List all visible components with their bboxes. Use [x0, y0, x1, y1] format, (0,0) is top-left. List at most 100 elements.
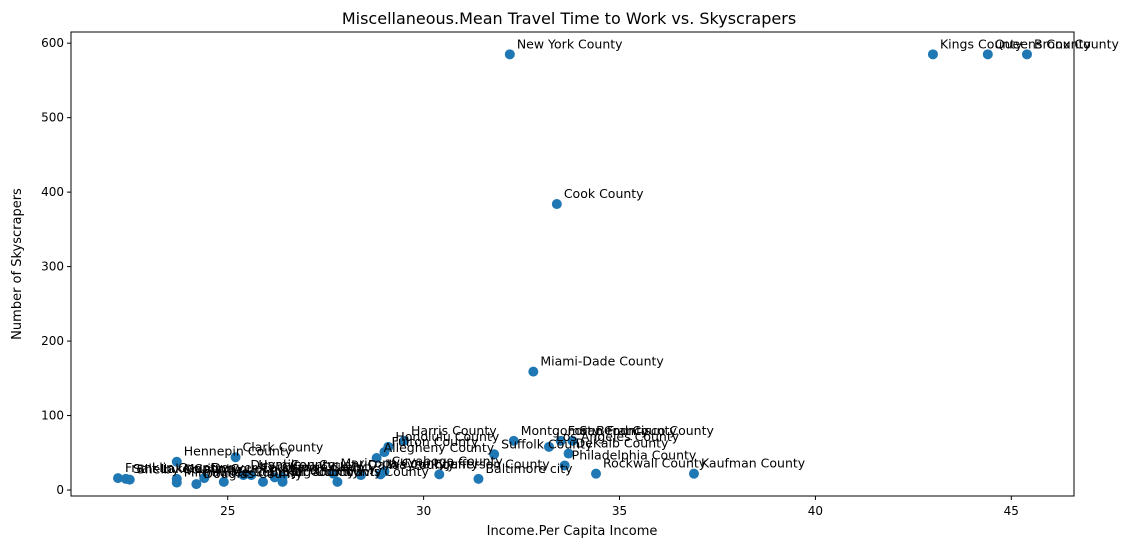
data-point: [528, 366, 539, 377]
point-label: Marion County: [184, 461, 276, 476]
y-axis-label: Number of Skyscrapers: [10, 188, 25, 340]
data-point: [567, 435, 578, 446]
y-tick-label: 300: [41, 260, 64, 274]
point-label: Harris County: [411, 423, 497, 438]
data-point: [238, 470, 249, 481]
point-label: Los Angeles County: [556, 429, 680, 444]
data-point: [1021, 49, 1032, 60]
data-point: [191, 479, 202, 490]
point-label: Allegheny County: [384, 440, 495, 455]
data-point: [543, 441, 554, 452]
y-tick-label: 600: [41, 36, 64, 50]
point-label: Cuyahoga County: [391, 453, 503, 468]
data-point: [982, 49, 993, 60]
point-label: Wayne County: [388, 456, 479, 471]
data-point: [551, 199, 562, 210]
x-tick-label: 25: [220, 504, 235, 518]
x-tick-label: 35: [612, 504, 627, 518]
data-point: [375, 469, 386, 480]
y-tick-label: 200: [41, 334, 64, 348]
point-label: Mecklenburg County: [231, 464, 360, 479]
data-point: [171, 456, 182, 467]
point-label: Montgomery County: [521, 423, 649, 438]
data-point: [688, 468, 699, 479]
point-label: Douglas County: [203, 466, 303, 481]
y-axis: 0 100 200 300 400 500 600: [41, 36, 71, 497]
point-label: DeKalb County: [576, 436, 669, 451]
chart-title: Miscellaneous.Mean Travel Time to Work v…: [342, 9, 796, 28]
data-point: [379, 447, 390, 458]
data-point: [559, 460, 570, 471]
data-point: [332, 476, 343, 487]
data-point: [124, 474, 135, 485]
point-label: Franklin County: [125, 460, 223, 475]
plot-area: [70, 31, 1075, 497]
point-label: Suffolk County: [501, 436, 593, 451]
y-tick-label: 0: [56, 483, 64, 497]
point-label: Hamilton County: [258, 457, 364, 472]
point-label: Shelby County: [137, 462, 228, 477]
point-label: Salt Lake County: [133, 461, 239, 476]
data-points: [113, 49, 1032, 490]
x-axis-label: Income.Per Capita Income: [487, 524, 658, 539]
point-label: Honolulu County: [395, 429, 500, 444]
x-tick-label: 40: [808, 504, 823, 518]
x-axis: 25 30 35 40 45: [220, 496, 1019, 518]
data-point: [927, 49, 938, 60]
point-label: New York County: [517, 36, 623, 51]
point-label: Hennepin County: [184, 444, 293, 459]
data-point: [269, 472, 280, 483]
x-tick-label: 30: [416, 504, 431, 518]
point-label: Baltimore city: [485, 461, 573, 476]
data-point: [277, 472, 288, 483]
point-label: King County: [290, 459, 367, 474]
point-label: Orange County: [282, 459, 377, 474]
x-tick-label: 45: [1004, 504, 1019, 518]
data-point: [218, 476, 229, 487]
data-point: [371, 453, 382, 464]
data-point: [257, 476, 268, 487]
point-label: Miami-Dade County: [540, 354, 664, 369]
y-tick-label: 100: [41, 409, 64, 423]
data-point: [508, 435, 519, 446]
point-label: Milwaukee County: [184, 465, 299, 480]
point-label: Philadelphia County: [572, 447, 697, 462]
point-label: Clark County: [243, 439, 324, 454]
data-point: [171, 477, 182, 488]
data-point: [489, 449, 500, 460]
data-point: [555, 435, 566, 446]
point-label: Kings County: [940, 36, 1023, 51]
point-label: Queens County: [995, 36, 1092, 51]
data-point: [230, 452, 241, 463]
point-label: Maricopa County: [341, 456, 447, 471]
point-label: Dallas County: [368, 457, 455, 472]
data-point: [434, 469, 445, 480]
data-point: [355, 470, 366, 481]
point-label: Travis County: [343, 464, 429, 479]
data-point: [591, 468, 602, 479]
data-point: [473, 473, 484, 484]
data-point: [113, 473, 124, 484]
point-label: Fort Bend County: [568, 423, 678, 438]
point-label: Jefferson County: [445, 456, 550, 471]
data-point: [563, 448, 574, 459]
data-point: [504, 49, 515, 60]
point-label: Fulton County: [391, 434, 478, 449]
y-tick-label: 500: [41, 111, 64, 125]
data-point: [246, 470, 257, 481]
point-label: Kaufman County: [701, 456, 806, 471]
point-label: Bexar County: [270, 464, 355, 479]
point-label: Cook County: [564, 186, 644, 201]
data-point: [399, 435, 410, 446]
point-label: San Francisco County: [580, 423, 715, 438]
point-label: Bronx County: [1034, 36, 1120, 51]
point-label: Denver County: [211, 460, 306, 475]
point-label: Tarrant County: [289, 464, 383, 479]
point-label: Rockwall County: [603, 456, 707, 471]
data-point: [328, 468, 339, 479]
point-label: Duval County: [250, 457, 335, 472]
data-point: [199, 473, 210, 484]
y-tick-label: 400: [41, 185, 64, 199]
